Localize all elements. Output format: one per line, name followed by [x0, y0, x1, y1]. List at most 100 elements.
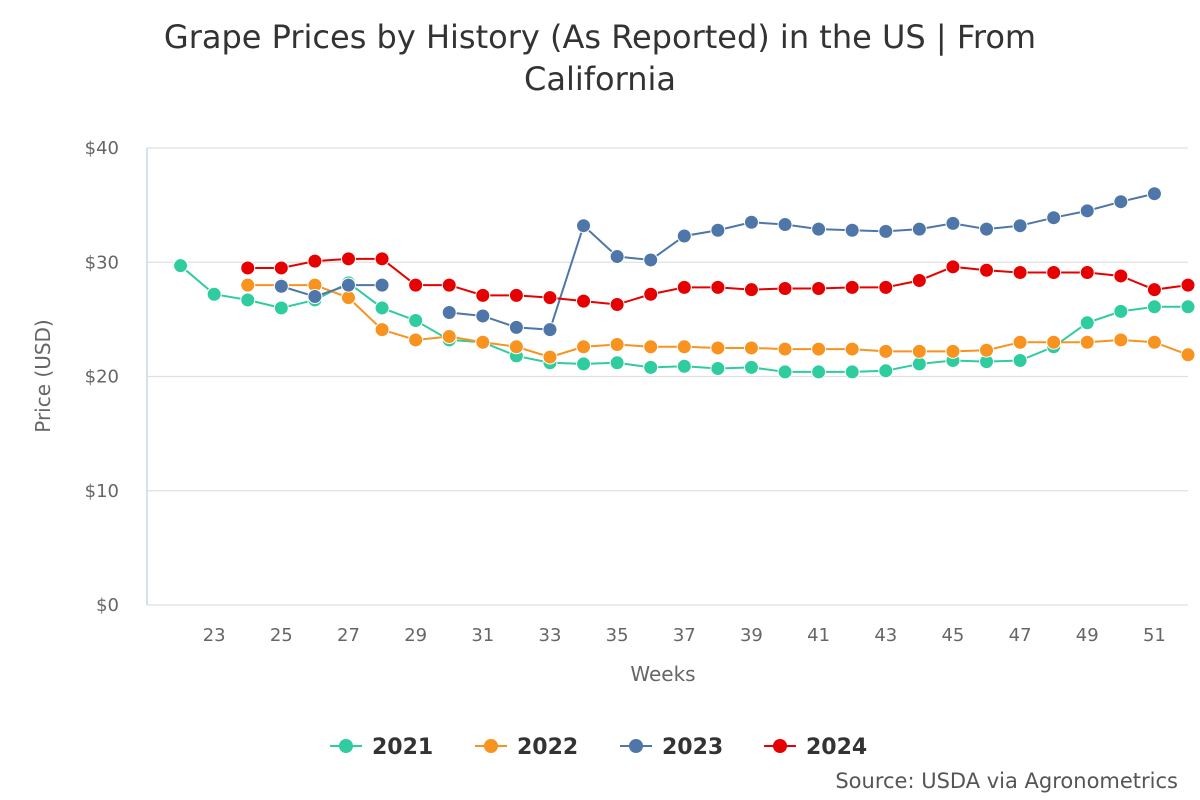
- data-point[interactable]: [508, 339, 524, 355]
- data-point[interactable]: [878, 223, 894, 239]
- data-point[interactable]: [408, 313, 424, 329]
- data-point[interactable]: [240, 292, 256, 308]
- data-point[interactable]: [1113, 194, 1129, 210]
- data-point[interactable]: [844, 341, 860, 357]
- data-point[interactable]: [811, 281, 827, 297]
- data-point[interactable]: [374, 251, 390, 267]
- data-point[interactable]: [340, 277, 356, 293]
- data-point[interactable]: [777, 364, 793, 380]
- data-point[interactable]: [1079, 315, 1095, 331]
- data-point[interactable]: [1146, 186, 1162, 202]
- data-point[interactable]: [844, 364, 860, 380]
- data-point[interactable]: [710, 340, 726, 356]
- data-point[interactable]: [979, 342, 995, 358]
- data-point[interactable]: [811, 341, 827, 357]
- data-point[interactable]: [945, 215, 961, 231]
- data-point[interactable]: [710, 222, 726, 238]
- data-point[interactable]: [1079, 265, 1095, 281]
- data-point[interactable]: [1146, 282, 1162, 298]
- data-point[interactable]: [676, 279, 692, 295]
- data-point[interactable]: [273, 278, 289, 294]
- data-point[interactable]: [1012, 218, 1028, 234]
- data-point[interactable]: [743, 359, 759, 375]
- legend-item-2024[interactable]: 2024: [764, 735, 867, 760]
- data-point[interactable]: [542, 290, 558, 306]
- data-point[interactable]: [1146, 299, 1162, 315]
- data-point[interactable]: [1180, 277, 1196, 293]
- data-point[interactable]: [340, 251, 356, 267]
- data-point[interactable]: [340, 290, 356, 306]
- data-point[interactable]: [911, 356, 927, 372]
- data-point[interactable]: [878, 343, 894, 359]
- data-point[interactable]: [676, 358, 692, 374]
- data-point[interactable]: [307, 289, 323, 305]
- data-point[interactable]: [743, 340, 759, 356]
- data-point[interactable]: [643, 359, 659, 375]
- data-point[interactable]: [1012, 334, 1028, 350]
- data-point[interactable]: [475, 334, 491, 350]
- data-point[interactable]: [408, 277, 424, 293]
- data-point[interactable]: [811, 364, 827, 380]
- data-point[interactable]: [576, 339, 592, 355]
- data-point[interactable]: [307, 253, 323, 269]
- data-point[interactable]: [676, 339, 692, 355]
- data-point[interactable]: [643, 286, 659, 302]
- data-point[interactable]: [1046, 210, 1062, 226]
- data-point[interactable]: [240, 277, 256, 293]
- data-point[interactable]: [441, 305, 457, 321]
- data-point[interactable]: [743, 282, 759, 298]
- data-point[interactable]: [1079, 334, 1095, 350]
- data-point[interactable]: [609, 337, 625, 353]
- data-point[interactable]: [643, 252, 659, 268]
- data-point[interactable]: [878, 279, 894, 295]
- data-point[interactable]: [911, 343, 927, 359]
- data-point[interactable]: [1012, 353, 1028, 369]
- data-point[interactable]: [374, 322, 390, 338]
- data-point[interactable]: [911, 221, 927, 237]
- data-point[interactable]: [1046, 265, 1062, 281]
- data-point[interactable]: [710, 361, 726, 377]
- data-point[interactable]: [1146, 334, 1162, 350]
- data-point[interactable]: [576, 218, 592, 234]
- data-point[interactable]: [609, 249, 625, 265]
- data-point[interactable]: [374, 300, 390, 316]
- data-point[interactable]: [542, 322, 558, 338]
- data-point[interactable]: [945, 259, 961, 275]
- data-point[interactable]: [979, 221, 995, 237]
- data-point[interactable]: [273, 260, 289, 276]
- data-point[interactable]: [811, 221, 827, 237]
- data-point[interactable]: [844, 222, 860, 238]
- data-point[interactable]: [441, 277, 457, 293]
- data-point[interactable]: [508, 319, 524, 335]
- data-point[interactable]: [844, 279, 860, 295]
- data-point[interactable]: [609, 355, 625, 371]
- data-point[interactable]: [777, 281, 793, 297]
- data-point[interactable]: [1113, 303, 1129, 319]
- data-point[interactable]: [273, 300, 289, 316]
- data-point[interactable]: [1113, 332, 1129, 348]
- data-point[interactable]: [1046, 334, 1062, 350]
- data-point[interactable]: [576, 293, 592, 309]
- data-point[interactable]: [576, 356, 592, 372]
- data-point[interactable]: [475, 287, 491, 303]
- data-point[interactable]: [911, 273, 927, 289]
- data-point[interactable]: [408, 332, 424, 348]
- data-point[interactable]: [1180, 347, 1196, 363]
- data-point[interactable]: [643, 339, 659, 355]
- data-point[interactable]: [878, 363, 894, 379]
- data-point[interactable]: [1079, 203, 1095, 219]
- data-point[interactable]: [609, 297, 625, 313]
- legend-item-2022[interactable]: 2022: [475, 735, 578, 760]
- data-point[interactable]: [206, 286, 222, 302]
- data-point[interactable]: [676, 228, 692, 244]
- data-point[interactable]: [240, 260, 256, 276]
- data-point[interactable]: [777, 341, 793, 357]
- legend-item-2023[interactable]: 2023: [620, 735, 723, 760]
- data-point[interactable]: [1113, 268, 1129, 284]
- data-point[interactable]: [1180, 299, 1196, 315]
- data-point[interactable]: [945, 343, 961, 359]
- data-point[interactable]: [743, 214, 759, 230]
- legend-item-2021[interactable]: 2021: [330, 735, 433, 760]
- data-point[interactable]: [441, 329, 457, 345]
- data-point[interactable]: [979, 262, 995, 278]
